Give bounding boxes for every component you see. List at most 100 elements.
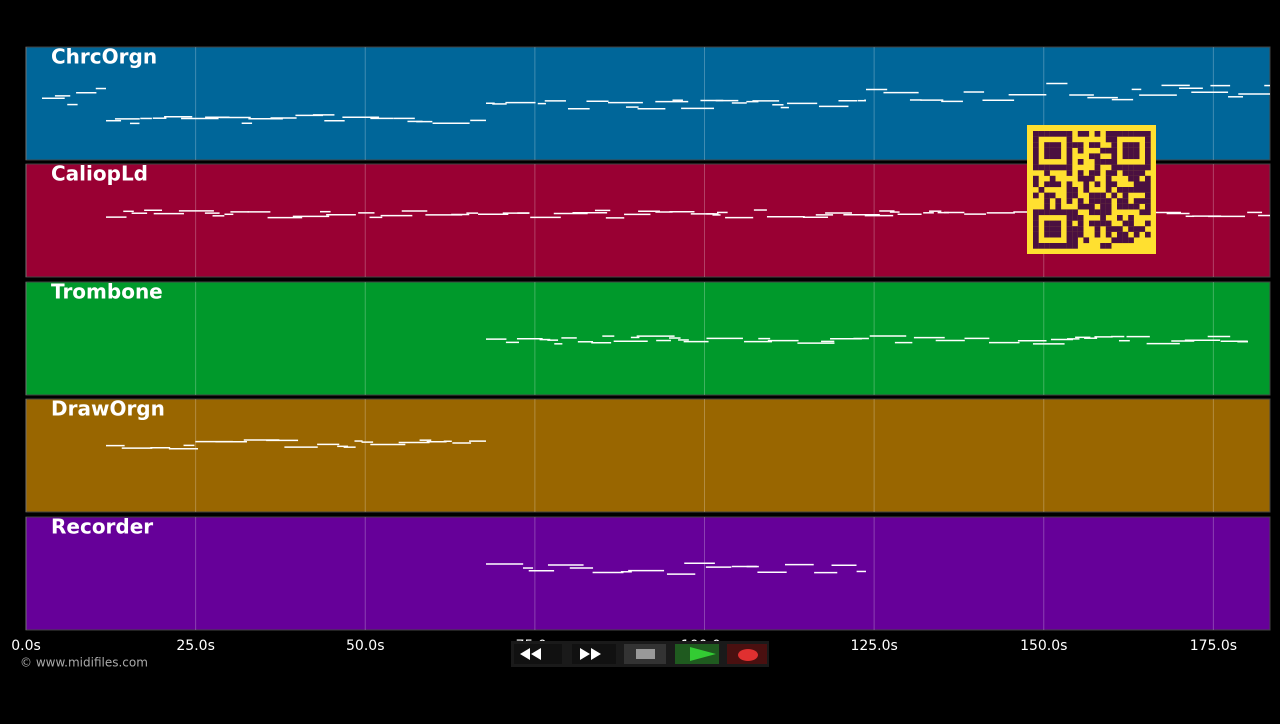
qr-module bbox=[1122, 170, 1129, 176]
stop-button[interactable] bbox=[624, 644, 666, 664]
qr-module bbox=[1128, 142, 1134, 148]
qr-module bbox=[1077, 147, 1084, 154]
qr-module bbox=[1066, 220, 1073, 227]
qr-module bbox=[1061, 164, 1067, 171]
qr-module bbox=[1094, 164, 1101, 171]
qr-module bbox=[1128, 147, 1134, 154]
qr-module bbox=[1094, 226, 1101, 232]
qr-module bbox=[1094, 131, 1101, 137]
qr-module bbox=[1128, 170, 1134, 176]
qr-module bbox=[1122, 220, 1129, 227]
qr-module bbox=[1139, 131, 1146, 137]
qr-module bbox=[1066, 159, 1073, 165]
qr-module bbox=[1094, 220, 1101, 227]
qr-module bbox=[1066, 142, 1073, 148]
qr-module bbox=[1105, 203, 1112, 210]
qr-module bbox=[1128, 226, 1134, 232]
qr-module bbox=[1105, 220, 1112, 227]
qr-module bbox=[1033, 192, 1039, 199]
qr-module bbox=[1044, 209, 1050, 216]
qr-module bbox=[1033, 231, 1039, 238]
qr-module bbox=[1128, 215, 1134, 221]
qr-module bbox=[1094, 198, 1101, 204]
qr-module bbox=[1038, 209, 1045, 216]
qr-module bbox=[1044, 164, 1050, 171]
qr-module bbox=[1044, 226, 1050, 232]
qr-module bbox=[1044, 198, 1050, 204]
rewind-button[interactable] bbox=[514, 644, 562, 664]
track-name: ChrcOrgn bbox=[51, 45, 157, 69]
qr-module bbox=[1111, 159, 1118, 165]
qr-module bbox=[1133, 164, 1140, 171]
qr-module bbox=[1049, 131, 1056, 137]
qr-module bbox=[1089, 153, 1095, 160]
qr-module bbox=[1049, 220, 1056, 227]
qr-module bbox=[1105, 187, 1112, 193]
qr-module bbox=[1044, 170, 1050, 176]
qr-module bbox=[1111, 226, 1118, 232]
qr-module bbox=[1033, 226, 1039, 232]
qr-module bbox=[1033, 243, 1039, 249]
qr-module bbox=[1094, 159, 1101, 165]
qr-module bbox=[1100, 198, 1106, 204]
qr-module bbox=[1049, 243, 1056, 249]
qr-module bbox=[1066, 209, 1073, 216]
qr-module bbox=[1083, 181, 1090, 188]
qr-module bbox=[1145, 131, 1151, 137]
time-tick-label: 175.0s bbox=[1190, 638, 1237, 654]
qr-module bbox=[1145, 181, 1151, 188]
qr-module bbox=[1044, 231, 1050, 238]
record-icon bbox=[738, 649, 758, 661]
qr-module bbox=[1033, 164, 1039, 171]
qr-module bbox=[1049, 192, 1056, 199]
qr-module bbox=[1044, 243, 1050, 249]
qr-module bbox=[1094, 209, 1101, 216]
qr-module bbox=[1111, 142, 1118, 148]
qr-module bbox=[1117, 164, 1123, 171]
qr-module bbox=[1122, 147, 1129, 154]
qr-module bbox=[1111, 136, 1118, 143]
time-tick-label: 150.0s bbox=[1020, 638, 1067, 654]
qr-module bbox=[1122, 187, 1129, 193]
qr-module bbox=[1145, 175, 1151, 182]
qr-module bbox=[1139, 164, 1146, 171]
qr-module bbox=[1133, 203, 1140, 210]
qr-module bbox=[1077, 203, 1084, 210]
qr-module bbox=[1100, 215, 1106, 221]
record-button[interactable] bbox=[727, 644, 767, 664]
qr-module bbox=[1111, 131, 1118, 137]
qr-module bbox=[1055, 209, 1062, 216]
qr-module bbox=[1128, 187, 1134, 193]
qr-module bbox=[1044, 147, 1050, 154]
qr-module bbox=[1083, 175, 1090, 182]
qr-module bbox=[1128, 220, 1134, 227]
play-button[interactable] bbox=[675, 644, 719, 664]
qr-module bbox=[1055, 226, 1062, 232]
qr-module bbox=[1083, 203, 1090, 210]
qr-module bbox=[1083, 187, 1090, 193]
qr-module bbox=[1066, 215, 1073, 221]
qr-module bbox=[1033, 181, 1039, 188]
qr-module bbox=[1066, 187, 1073, 193]
qr-module bbox=[1066, 243, 1073, 249]
qr-module bbox=[1145, 136, 1151, 143]
play-icon bbox=[690, 647, 716, 661]
qr-module bbox=[1128, 175, 1134, 182]
track-lane bbox=[25, 398, 1271, 513]
qr-module bbox=[1122, 131, 1129, 137]
forward-button[interactable] bbox=[572, 644, 616, 664]
qr-module bbox=[1105, 226, 1112, 232]
qr-module bbox=[1049, 153, 1056, 160]
qr-module bbox=[1044, 142, 1050, 148]
qr-module bbox=[1145, 164, 1151, 171]
rewind-icon bbox=[520, 648, 541, 660]
qr-module bbox=[1038, 243, 1045, 249]
qr-module bbox=[1133, 142, 1140, 148]
qr-module bbox=[1066, 237, 1073, 244]
qr-module bbox=[1105, 209, 1112, 216]
qr-module bbox=[1066, 131, 1073, 137]
qr-module bbox=[1089, 142, 1095, 148]
track-lane bbox=[25, 281, 1271, 396]
qr-code bbox=[1027, 125, 1156, 254]
qr-module bbox=[1128, 203, 1134, 210]
